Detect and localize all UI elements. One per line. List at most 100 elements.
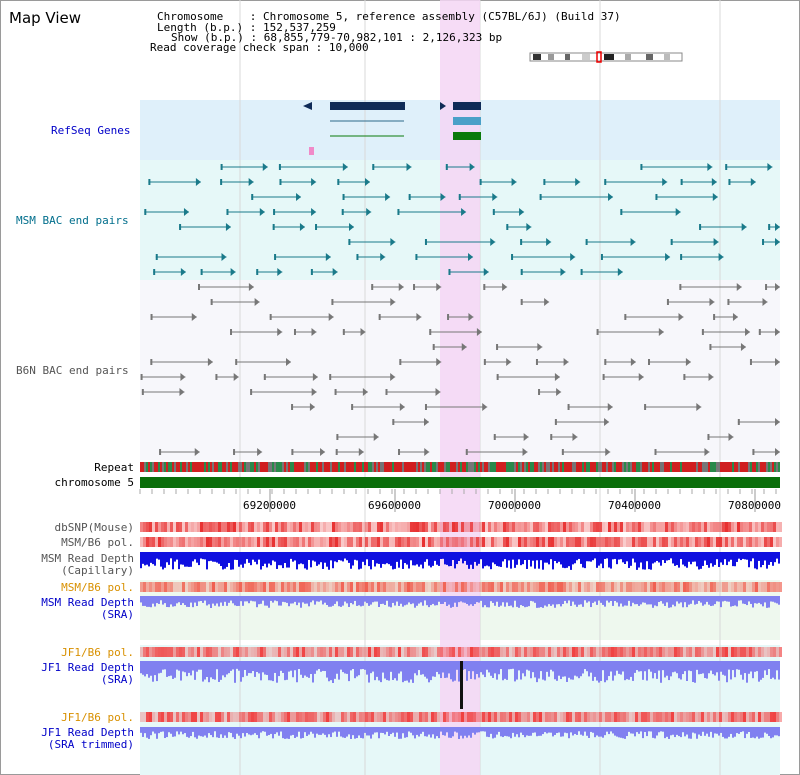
repeat-stripe <box>702 462 704 472</box>
repeat-stripe <box>448 462 450 472</box>
b6n-bac-pair-end <box>535 359 538 365</box>
msm-depth-cap-bar <box>384 552 386 565</box>
jf1-b6-pol-strip <box>641 647 644 657</box>
msm-depth-sra-bar <box>302 596 304 603</box>
dbsnp-strip <box>272 522 275 532</box>
msm-depth-sra-bar <box>548 596 550 605</box>
msm-depth-cap-bar <box>178 552 180 570</box>
jf1-b6-pol-strip <box>206 647 209 657</box>
msm-depth-sra-bar <box>772 596 774 602</box>
jf1-depth-sra-bar <box>202 661 204 682</box>
msm-b6-pol-strip <box>227 537 230 547</box>
repeat-stripe <box>556 462 558 472</box>
msm-depth-cap-bar <box>268 552 270 564</box>
jf1-depth-trim-bar <box>194 727 196 738</box>
track-label-b6n-bac[interactable]: B6N BAC end pairs <box>16 364 129 377</box>
jf1-depth-sra-bar <box>594 661 596 677</box>
msm-b6-pol-strip <box>527 537 530 547</box>
jf1-b6-pol-strip <box>221 647 224 657</box>
repeat-stripe <box>312 462 314 472</box>
repeat-stripe <box>580 462 582 472</box>
msm-depth-cap-bar <box>734 552 736 567</box>
jf1-b6-pol-strip <box>371 647 374 657</box>
msm-depth-sra-bar <box>512 596 514 608</box>
jf1-depth-trim-bar <box>550 727 552 733</box>
dbsnp-strip <box>695 522 698 532</box>
jf1-depth-trim-bar <box>640 727 642 732</box>
msm-b6-pol-strip <box>629 537 632 547</box>
jf1-depth-sra-bar <box>504 661 506 679</box>
jf1-b6-pol2-strip <box>482 712 485 722</box>
msm-depth-sra-bar <box>214 596 216 606</box>
msm-depth-sra-bar <box>158 596 160 604</box>
jf1-depth-sra-bar <box>756 661 758 672</box>
jf1-depth-trim-bar <box>252 727 254 735</box>
repeat-stripe <box>404 462 406 472</box>
msm-b6-pol2-strip <box>470 582 473 592</box>
jf1-depth-sra-bar <box>396 661 398 681</box>
dbsnp-strip <box>452 522 455 532</box>
jf1-b6-pol-strip <box>263 647 266 657</box>
msm-b6-pol-strip <box>599 537 602 547</box>
msm-depth-sra-bar <box>338 596 340 607</box>
jf1-b6-pol-strip <box>260 647 263 657</box>
repeat-stripe <box>648 462 650 472</box>
track-label-msm-bac[interactable]: MSM BAC end pairs <box>16 214 129 227</box>
jf1-b6-pol2-strip <box>368 712 371 722</box>
dbsnp-strip <box>383 522 386 532</box>
dbsnp-strip <box>236 522 239 532</box>
dbsnp-strip <box>203 522 206 532</box>
jf1-depth-sra-bar <box>262 661 264 673</box>
jf1-depth-sra-bar <box>672 661 674 673</box>
jf1-depth-trim-bar <box>700 727 702 736</box>
msm-depth-sra-bar <box>616 596 618 603</box>
jf1-b6-pol2-strip <box>701 712 704 722</box>
msm-b6-pol-strip <box>689 537 692 547</box>
msm-b6-pol2-strip <box>479 582 482 592</box>
jf1-depth-sra-bar <box>708 661 710 674</box>
jf1-b6-pol2-strip <box>437 712 440 722</box>
msm-depth-cap-bar <box>484 552 486 567</box>
repeat-stripe <box>592 462 594 472</box>
jf1-b6-pol-strip <box>635 647 638 657</box>
jf1-b6-pol2-strip <box>371 712 374 722</box>
jf1-depth-sra-bar <box>332 661 334 683</box>
msm-depth-cap-bar <box>448 552 450 567</box>
jf1-b6-pol-strip <box>398 647 401 657</box>
jf1-depth-trim-bar <box>434 727 436 739</box>
track-label-refseq[interactable]: RefSeq Genes <box>51 124 131 137</box>
msm-depth-sra-bar <box>426 596 428 606</box>
repeat-stripe <box>634 462 636 472</box>
jf1-depth-trim-bar <box>334 727 336 732</box>
jf1-depth-sra-bar <box>518 661 520 671</box>
dbsnp-strip <box>572 522 575 532</box>
jf1-b6-pol2-strip <box>314 712 317 722</box>
repeat-stripe <box>476 462 478 472</box>
msm-depth-sra-bar <box>676 596 678 602</box>
msm-depth-sra-bar <box>350 596 352 604</box>
msm-depth-sra-bar <box>438 596 440 602</box>
repeat-stripe <box>232 462 234 472</box>
jf1-b6-pol-strip <box>536 647 539 657</box>
repeat-stripe <box>692 462 694 472</box>
jf1-depth-trim-bar <box>402 727 404 734</box>
repeat-stripe <box>734 462 736 472</box>
msm-depth-cap-bar <box>688 552 690 562</box>
msm-b6-pol-strip <box>572 537 575 547</box>
jf1-depth-trim-bar <box>708 727 710 737</box>
jf1-depth-sra-bar <box>302 661 304 678</box>
jf1-depth-trim-bar <box>496 727 498 735</box>
msm-depth-sra-bar <box>612 596 614 606</box>
dbsnp-strip <box>719 522 722 532</box>
dbsnp-strip <box>602 522 605 532</box>
jf1-depth-sra-bar <box>408 661 410 683</box>
msm-depth-cap-bar <box>214 552 216 562</box>
repeat-stripe <box>694 462 696 472</box>
jf1-b6-pol-strip <box>614 647 617 657</box>
repeat-stripe <box>298 462 300 472</box>
jf1-depth-trim-bar <box>370 727 372 739</box>
jf1-depth-sra-bar <box>310 661 312 675</box>
msm-depth-cap-bar <box>234 552 236 560</box>
dbsnp-strip <box>422 522 425 532</box>
